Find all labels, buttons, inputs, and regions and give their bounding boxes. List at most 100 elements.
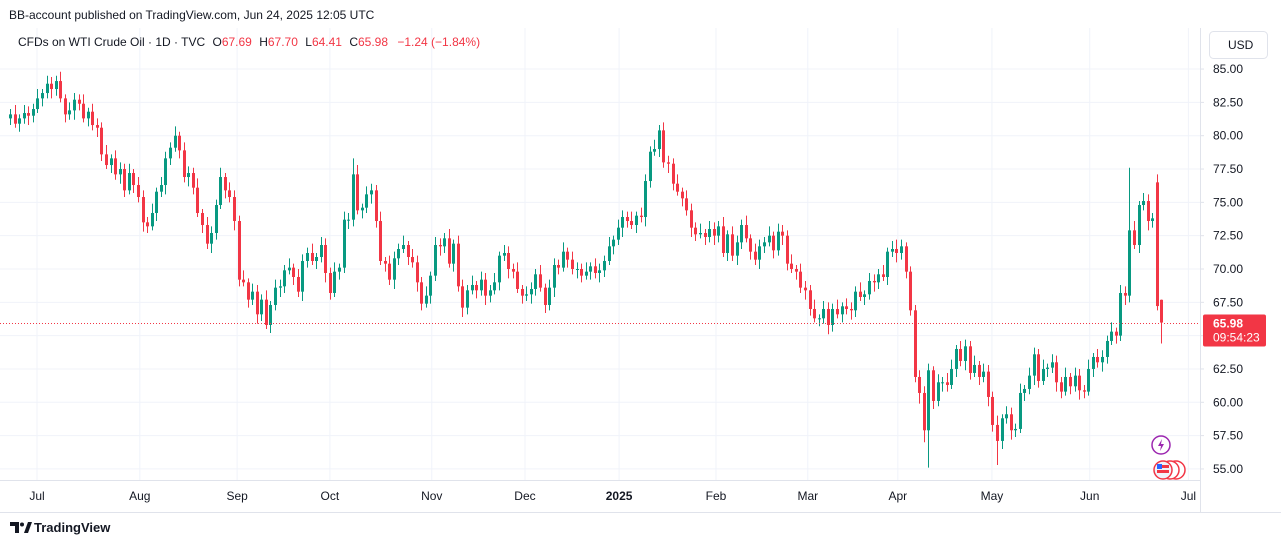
candle-body: [41, 93, 44, 99]
candle-body: [799, 271, 802, 288]
candle-body: [507, 253, 510, 269]
candle-body: [174, 135, 177, 148]
candle-body: [484, 279, 487, 296]
candle-body: [649, 151, 652, 182]
candle-body: [1010, 414, 1013, 431]
candle-body: [804, 287, 807, 291]
candle-body: [388, 263, 391, 280]
candle-body: [589, 266, 592, 272]
candle-body: [594, 266, 597, 273]
candle-body: [626, 217, 629, 222]
x-tick-label: Sep: [226, 489, 248, 503]
candle-body: [571, 259, 574, 269]
candle-body: [36, 98, 39, 110]
x-tick-label: Jul: [29, 489, 44, 503]
candle-body: [402, 245, 405, 250]
candle-body: [831, 308, 834, 325]
candle-body: [534, 274, 537, 289]
candle-body: [1023, 388, 1026, 393]
candle-body: [1138, 205, 1141, 246]
flag-stripe: [1157, 465, 1169, 468]
candle-body: [736, 242, 739, 256]
candle-body: [27, 113, 30, 116]
candle-body: [845, 306, 848, 309]
candle-body: [1092, 356, 1095, 369]
candle-body: [1019, 392, 1022, 429]
y-tick-label: 80.00: [1213, 129, 1243, 143]
currency-button[interactable]: [1209, 31, 1268, 59]
candle-body: [900, 246, 903, 254]
tv-logo: [10, 522, 32, 533]
high-value: 67.70: [268, 35, 298, 49]
candle-body: [384, 260, 387, 264]
axes: 55.0057.5060.0062.5065.0067.5070.0072.50…: [29, 62, 1243, 503]
x-tick-label: Nov: [421, 489, 442, 503]
candle-body: [224, 177, 227, 191]
candle-body: [704, 233, 707, 238]
candle-body: [525, 294, 528, 296]
candle-body: [1151, 218, 1154, 222]
candle-body: [1110, 331, 1113, 341]
candle-body: [777, 231, 780, 251]
candle-body: [544, 287, 547, 305]
currency[interactable]: USD: [1228, 38, 1254, 52]
candle-body: [969, 346, 972, 373]
candle-body: [439, 245, 442, 247]
lightning: [1158, 439, 1164, 451]
candle-body: [553, 264, 556, 288]
candle-body: [393, 258, 396, 280]
candle-body: [242, 279, 245, 283]
candle-body: [251, 291, 254, 300]
candle-body: [768, 235, 771, 243]
candle-body: [192, 173, 195, 188]
candle-body: [480, 279, 483, 291]
candle-body: [178, 135, 181, 151]
x-tick-label: Dec: [514, 489, 535, 503]
candle-body: [635, 215, 638, 226]
candle-body: [503, 253, 506, 256]
candle-body: [301, 260, 304, 292]
last-price: 65.98: [1213, 317, 1243, 331]
candle-body: [329, 272, 332, 293]
candle-body: [566, 251, 569, 260]
candle-body: [850, 308, 853, 311]
candle-body: [274, 287, 277, 305]
candle-body: [854, 291, 857, 311]
candle-body: [580, 268, 583, 276]
candle-body: [73, 99, 76, 111]
candle-body: [347, 219, 350, 221]
candle-body: [279, 286, 282, 288]
candle-body: [292, 267, 295, 277]
logo-dot: [20, 522, 24, 527]
candle-body: [100, 127, 103, 155]
footer-brand: TradingView: [34, 520, 111, 535]
candle-body: [333, 271, 336, 293]
candle-body: [1115, 331, 1118, 336]
candle-body: [699, 233, 702, 235]
candle-body: [644, 181, 647, 218]
candle-body: [1096, 356, 1099, 363]
candle-body: [110, 158, 113, 166]
candle-body: [978, 364, 981, 377]
candle-body: [1083, 390, 1086, 392]
candle-body: [745, 225, 748, 239]
candle-body: [818, 318, 821, 320]
candle-body: [1028, 375, 1031, 389]
candle-body: [717, 226, 720, 236]
candle-body: [343, 219, 346, 268]
x-tick-label: Apr: [888, 489, 907, 503]
x-tick-label: Mar: [797, 489, 818, 503]
x-tick-label: Jul: [1181, 489, 1196, 503]
flag-canton: [1157, 464, 1162, 469]
y-tick-label: 72.50: [1213, 229, 1243, 243]
candle-body: [781, 231, 784, 236]
candle-body: [667, 162, 670, 164]
candle-body: [964, 346, 967, 361]
candle-body: [749, 238, 752, 252]
candle-body: [1069, 376, 1072, 387]
candle-body: [306, 253, 309, 261]
candle-body: [841, 306, 844, 315]
y-tick-label: 67.50: [1213, 295, 1243, 309]
candle-body: [731, 234, 734, 256]
